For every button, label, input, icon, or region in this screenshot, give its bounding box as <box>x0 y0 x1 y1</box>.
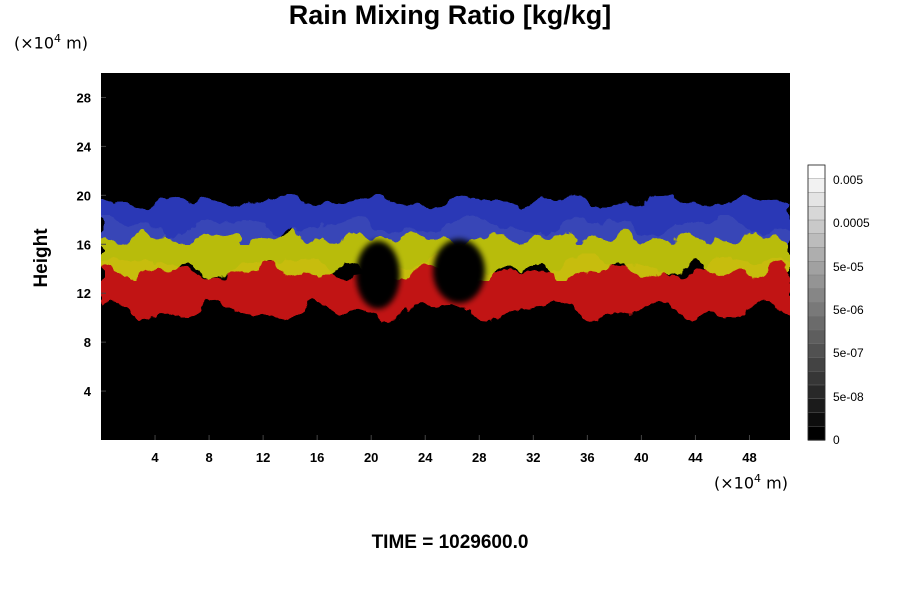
colorbar-label: 0.0005 <box>833 216 870 230</box>
x-tick-label: 8 <box>205 450 212 465</box>
x-tick-label: 40 <box>634 450 648 465</box>
colorbar-segment <box>807 316 826 331</box>
y-tick-label: 20 <box>77 188 91 203</box>
colorbar-segment <box>807 261 826 276</box>
colorbar-label: 5e-06 <box>833 303 864 317</box>
colorbar-label: 5e-08 <box>833 390 864 404</box>
chart-title: Rain Mixing Ratio [kg/kg] <box>288 0 612 30</box>
x-axis-unit: (×104 m) <box>714 472 788 492</box>
y-axis-unit: (×104 m) <box>14 32 88 52</box>
colorbar-label: 0.005 <box>833 173 863 187</box>
colorbar-label: 0 <box>833 433 840 447</box>
colorbar-segment <box>807 384 826 400</box>
y-unit-suffix: m) <box>61 33 88 53</box>
colorbar-segment <box>807 302 826 317</box>
colorbar-segment <box>807 371 826 386</box>
colorbar-segment <box>807 412 826 427</box>
x-tick-label: 48 <box>742 450 756 465</box>
gap-right <box>433 239 486 304</box>
x-tick-label: 32 <box>526 450 540 465</box>
colorbar-segment <box>807 206 826 221</box>
x-tick-label: 12 <box>256 450 270 465</box>
x-tick-label: 20 <box>364 450 378 465</box>
y-tick-label: 4 <box>84 384 92 399</box>
colorbar-segment <box>807 164 826 180</box>
colorbar-segment <box>807 247 826 262</box>
y-tick-label: 8 <box>84 335 91 350</box>
x-unit-prefix: (×10 <box>714 473 755 493</box>
x-tick-label: 4 <box>151 450 159 465</box>
x-axis-ticks: 4 8 12 16 20 24 28 32 36 40 44 48 <box>151 435 757 465</box>
x-tick-label: 44 <box>688 450 703 465</box>
y-unit-prefix: (×10 <box>14 33 55 53</box>
colorbar-segment <box>807 343 826 359</box>
colorbar-segment <box>807 426 826 441</box>
time-label: TIME = 1029600.0 <box>371 532 529 553</box>
y-tick-label: 16 <box>77 237 91 252</box>
colorbar-segment <box>807 357 826 372</box>
colorbar-label: 5e-05 <box>833 260 864 274</box>
colorbar-segment <box>807 233 826 249</box>
colorbar-frame <box>807 164 826 441</box>
colorbar-segment <box>807 274 826 290</box>
layer-blue <box>101 194 790 245</box>
colorbar: 0.005 0.0005 5e-05 5e-06 5e-07 5e-08 0 <box>807 164 870 447</box>
x-unit-exponent: 4 <box>754 472 762 485</box>
x-tick-label: 28 <box>472 450 486 465</box>
x-tick-label: 36 <box>580 450 594 465</box>
colorbar-segment <box>807 398 826 414</box>
y-tick-label: 24 <box>77 139 92 154</box>
colorbar-segment <box>807 178 826 194</box>
heatmap-layers <box>101 194 790 324</box>
y-tick-label: 28 <box>77 90 91 105</box>
colorbar-label: 5e-07 <box>833 346 864 360</box>
colorbar-segment <box>807 192 826 207</box>
x-tick-label: 24 <box>418 450 433 465</box>
colorbar-segment <box>807 219 826 235</box>
x-unit-suffix: m) <box>761 473 788 493</box>
colorbar-segment <box>807 329 826 345</box>
gap-left <box>355 240 400 309</box>
x-tick-label: 16 <box>310 450 324 465</box>
colorbar-segment <box>807 288 826 304</box>
y-unit-exponent: 4 <box>54 32 62 45</box>
y-axis-ticks: 4 8 12 16 20 24 28 <box>77 90 106 399</box>
y-tick-label: 12 <box>77 286 91 301</box>
